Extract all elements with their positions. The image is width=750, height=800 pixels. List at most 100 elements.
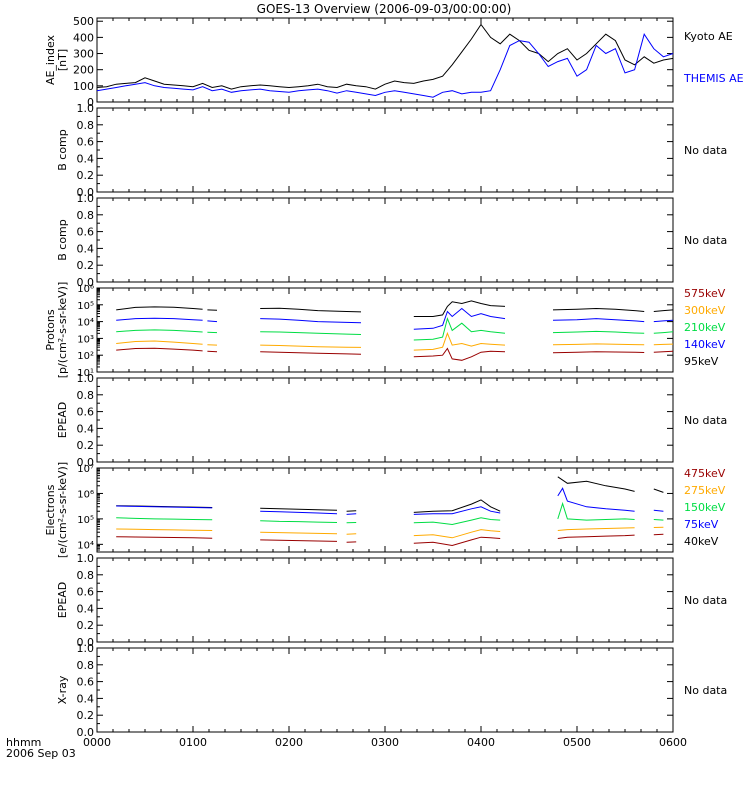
legend-themis-ae: THEMIS AE (683, 72, 744, 85)
time-tick-label: 0000 (83, 736, 111, 749)
xray-ytick-label: 0.4 (77, 692, 95, 705)
epead2-frame (96, 557, 674, 643)
epead1-ytick-label: 0.8 (77, 389, 95, 402)
protons-ytick-label: 10³ (77, 334, 94, 345)
electrons-legend-275keV: 275keV (684, 484, 726, 497)
panels-group: 0 100 200 300 400 500 AE_index [nT] Kyoto AE THEM… (44, 15, 744, 739)
ae-ytick-label: 300 (73, 48, 94, 61)
protons-series-95kev (116, 306, 203, 311)
electrons-series-40kev (260, 507, 338, 511)
electrons-series-75kev (346, 513, 357, 515)
ae-ylabel: AE_index (44, 34, 57, 85)
time-tick-label: 0200 (275, 736, 303, 749)
electrons-series-475kev (260, 539, 338, 542)
bcomp2-ytick-label: 0.8 (77, 209, 95, 222)
electrons-ytick-label: 10⁶ (77, 489, 94, 500)
epead1-no-data-label: No data (684, 414, 727, 427)
bcomp2-ytick-label: 0.4 (77, 242, 95, 255)
ae-ytick-label: 400 (73, 31, 94, 44)
epead2-ytick-label: 0.6 (77, 586, 95, 599)
panel-epead1: 0.0 0.2 0.4 0.6 0.8 1.0 EPEAD No data (56, 372, 727, 469)
protons-ytick-label: 10¹ (77, 368, 94, 379)
electrons-series-275kev (557, 527, 635, 531)
protons-series-140kev (413, 307, 506, 330)
bcomp2-ytick-label: 0.6 (77, 226, 95, 239)
epead1-frame (96, 377, 674, 463)
panel-protons: 10¹ 10² 10³ 10⁴ 10⁵ 10⁶ Protons [p/(cm²-s-sr-ke… (44, 282, 726, 379)
protons-legend-300keV: 300keV (684, 304, 726, 317)
protons-series-575kev (260, 351, 362, 355)
protons-series-575kev (413, 347, 506, 361)
protons-series-95kev (413, 300, 506, 317)
electrons-legend-475keV: 475keV (684, 467, 726, 480)
electrons-series-150kev (413, 517, 501, 526)
electrons-legend-40keV: 40keV (684, 535, 719, 548)
epead2-ytick-label: 0.0 (77, 636, 95, 649)
panel-bcomp2: 0.0 0.2 0.4 0.6 0.8 1.0 B comp No data (56, 192, 727, 289)
electrons-series-275kev (413, 529, 501, 539)
panel-ae: 0 100 200 300 400 500 AE_index [nT] Kyoto AE THEM… (44, 15, 744, 109)
plot-title: GOES-13 Overview (2006-09-03/00:00:00) (257, 2, 512, 16)
time-tick-label: 0400 (467, 736, 495, 749)
protons-series-575kev (552, 351, 645, 354)
bcomp1-no-data-label: No data (684, 144, 727, 157)
electrons-series-150kev (653, 519, 664, 521)
bcomp2-ytick-label: 0.2 (77, 259, 95, 272)
epead1-ylabel: EPEAD (56, 402, 69, 439)
xray-ytick-label: 0.0 (77, 726, 95, 739)
xray-frame (96, 647, 674, 733)
electrons-series-150kev (260, 520, 338, 523)
epead2-ytick-label: 1.0 (77, 552, 95, 565)
protons-series-575kev (207, 350, 218, 353)
protons-legend-140keV: 140keV (684, 338, 726, 351)
time-tick-label: 0100 (179, 736, 207, 749)
protons-ytick-label: 10⁵ (77, 301, 94, 312)
protons-series-210kev (116, 329, 203, 333)
bcomp1-ytick-label: 0.6 (77, 136, 95, 149)
bcomp1-ytick-label: 0.2 (77, 169, 95, 182)
xray-ylabel: X-ray (56, 675, 69, 704)
electrons-legend-75keV: 75keV (684, 518, 719, 531)
bcomp1-ytick-label: 0.0 (77, 186, 95, 199)
protons-ytick-label: 10⁴ (77, 318, 94, 329)
panel-xray: 0.0 0.2 0.4 0.6 0.8 1.0 X-ray No data (56, 642, 727, 739)
electrons-series-75kev (116, 505, 213, 509)
electrons-ytick-label: 10⁷ (77, 464, 94, 475)
protons-series-95kev (653, 309, 674, 312)
protons-series-140kev (207, 320, 218, 323)
electrons-ytick-label: 10⁵ (77, 515, 94, 526)
electrons-series-475kev (653, 533, 664, 536)
protons-series-210kev (653, 331, 674, 334)
protons-ylabel: [p/(cm²-s-sr-keV)] (56, 282, 69, 379)
protons-series-140kev (653, 319, 674, 323)
epead2-ytick-label: 0.2 (77, 619, 95, 632)
protons-series-140kev (552, 318, 645, 323)
electrons-series-275kev (260, 531, 338, 535)
panel-bcomp1: 0.0 0.2 0.4 0.6 0.8 1.0 B comp No data (56, 102, 727, 199)
electrons-series-150kev (116, 517, 213, 521)
protons-legend-95keV: 95keV (684, 355, 719, 368)
protons-series-95kev (260, 307, 362, 313)
ae-ytick-label: 0 (87, 96, 94, 109)
legend-kyoto-ae: Kyoto AE (684, 30, 733, 43)
xray-no-data-label: No data (684, 684, 727, 697)
protons-ytick-label: 10² (77, 351, 94, 362)
epead1-ytick-label: 0.2 (77, 439, 95, 452)
electrons-series-40kev (413, 499, 501, 513)
bcomp1-ylabel: B comp (56, 129, 69, 171)
electrons-series-275kev (116, 528, 213, 531)
protons-series-210kev (260, 331, 362, 335)
bcomp2-ylabel: B comp (56, 219, 69, 261)
ae-series-kyoto-ae (96, 23, 674, 90)
epead1-ytick-label: 1.0 (77, 372, 95, 385)
bcomp1-ytick-label: 0.4 (77, 152, 95, 165)
time-tick-label: 0500 (563, 736, 591, 749)
time-axis-label-hhmm: hhmm (6, 736, 41, 749)
protons-legend-575keV: 575keV (684, 287, 726, 300)
bcomp2-frame (96, 197, 674, 283)
protons-legend-210keV: 210keV (684, 321, 726, 334)
electrons-series-150kev (557, 501, 635, 521)
electrons-ylabel: Electrons (44, 484, 57, 535)
panel-electrons: 10⁴ 10⁵ 10⁶ 10⁷ Electrons [e/(cm²-s-sr-keV)] 4… (44, 462, 726, 558)
